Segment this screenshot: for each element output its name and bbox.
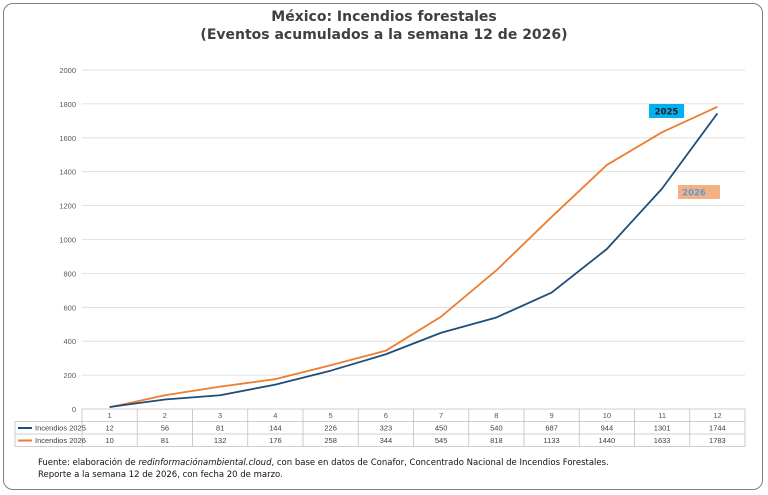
x-tick-label: 9 — [550, 411, 554, 420]
x-tick-label: 10 — [603, 411, 611, 420]
x-tick-label: 6 — [384, 411, 388, 420]
data-table-value: 545 — [435, 436, 448, 445]
y-tick-label: 1200 — [59, 202, 76, 211]
data-table-value: 81 — [161, 436, 169, 445]
data-table-value: 226 — [324, 424, 337, 433]
y-tick-label: 600 — [63, 303, 76, 312]
data-table-value: 944 — [601, 424, 614, 433]
data-table-value: 450 — [435, 424, 448, 433]
label-2025: 2025 — [655, 108, 679, 118]
x-tick-label: 8 — [494, 411, 498, 420]
data-table-value: 1133 — [544, 436, 560, 445]
y-tick-label: 400 — [63, 337, 76, 346]
label-2025-box — [649, 104, 684, 118]
x-tick-label: 4 — [273, 411, 277, 420]
source-prefix: Fuente: elaboración de — [38, 458, 139, 468]
data-table-value: 1783 — [709, 436, 726, 445]
label-2026: 2026 — [682, 189, 706, 199]
y-tick-label: 200 — [63, 371, 76, 380]
data-table-value: 344 — [380, 436, 393, 445]
data-table-value: 1301 — [654, 424, 671, 433]
data-table-value: 1440 — [599, 436, 616, 445]
chart-subtitle: (Eventos acumulados a la semana 12 de 20… — [200, 27, 568, 43]
data-table-value: 323 — [380, 424, 393, 433]
report-date-note: Reporte a la semana 12 de 2026, con fech… — [38, 470, 283, 480]
data-table-value: 132 — [214, 436, 227, 445]
y-tick-label: 800 — [63, 269, 76, 278]
y-tick-label: 0 — [72, 405, 76, 414]
legend-label: Incendios 2025 — [35, 424, 86, 433]
data-table-value: 81 — [216, 424, 224, 433]
chart-title: México: Incendios forestales — [271, 9, 497, 25]
data-table-value: 1744 — [709, 424, 726, 433]
y-tick-label: 1800 — [59, 100, 76, 109]
x-tick-label: 5 — [329, 411, 333, 420]
data-table-value: 1633 — [654, 436, 671, 445]
x-tick-label: 11 — [658, 411, 666, 420]
source-site: redinformaciónambiental.cloud — [138, 458, 272, 468]
legend-label: Incendios 2026 — [35, 436, 86, 445]
series-line — [109, 105, 718, 409]
x-tick-label: 3 — [218, 411, 222, 420]
data-table-value: 144 — [269, 424, 282, 433]
x-tick-label: 12 — [713, 411, 721, 420]
data-table-value: 540 — [490, 424, 503, 433]
source-note: Fuente: elaboración de redinformaciónamb… — [38, 458, 609, 468]
data-table-value: 12 — [105, 424, 113, 433]
label-2026-box — [678, 185, 720, 199]
source-suffix: , con base en datos de Conafor, Concentr… — [271, 458, 609, 468]
y-tick-label: 1600 — [59, 134, 76, 143]
data-table-value: 56 — [161, 424, 169, 433]
data-table-value: 10 — [105, 436, 113, 445]
y-tick-label: 1400 — [59, 168, 76, 177]
series-line — [109, 112, 719, 408]
x-tick-label: 1 — [108, 411, 112, 420]
x-tick-label: 2 — [163, 411, 167, 420]
x-tick-label: 7 — [439, 411, 443, 420]
data-table-value: 258 — [324, 436, 337, 445]
data-table-value: 176 — [269, 436, 282, 445]
data-table-value: 818 — [490, 436, 503, 445]
y-tick-label: 2000 — [59, 66, 76, 75]
y-tick-label: 1000 — [59, 236, 76, 245]
data-table-value: 687 — [545, 424, 558, 433]
